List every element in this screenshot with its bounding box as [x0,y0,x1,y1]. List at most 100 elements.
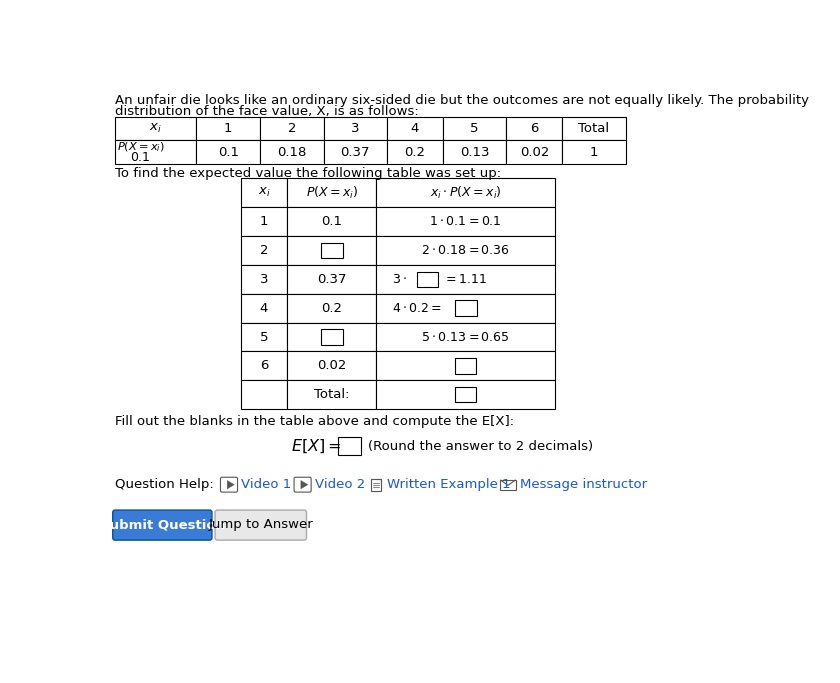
Text: 0.18: 0.18 [277,145,307,158]
Bar [376,294,554,322]
Text: (Round the answer to 2 decimals): (Round the answer to 2 decimals) [369,440,594,453]
Bar [240,352,287,380]
Text: 0.2: 0.2 [405,145,426,158]
Bar [287,294,376,322]
Bar [387,117,443,141]
Text: distribution of the face value, X, is as follows:: distribution of the face value, X, is as… [115,105,419,118]
Text: $x_i$: $x_i$ [150,122,162,135]
Bar [287,236,376,265]
Bar [287,352,376,380]
Text: Submit Question: Submit Question [100,518,225,531]
Text: $3\cdot$: $3\cdot$ [391,273,407,285]
Bar [287,207,376,236]
Text: $x_i$: $x_i$ [258,186,270,199]
Bar [287,322,376,352]
Text: 5: 5 [260,331,268,344]
Bar [287,178,376,207]
Bar [443,141,507,164]
Polygon shape [301,481,307,489]
Text: $x_i \cdot P(X=x_i)$: $x_i \cdot P(X=x_i)$ [429,184,501,201]
Bar [323,141,387,164]
Text: 1: 1 [224,122,233,135]
Text: 0.13: 0.13 [460,145,490,158]
Bar [240,380,287,409]
Text: Fill out the blanks in the table above and compute the E[X]:: Fill out the blanks in the table above a… [115,415,514,428]
Bar [197,141,260,164]
FancyBboxPatch shape [294,477,311,492]
Bar [562,141,626,164]
Bar [376,207,554,236]
Bar [287,265,376,294]
Bar [376,265,554,294]
Text: 0.2: 0.2 [321,302,342,315]
Text: 0.1: 0.1 [321,215,342,228]
Bar [287,380,376,409]
Text: 4: 4 [411,122,419,135]
Text: 4: 4 [260,302,268,315]
FancyBboxPatch shape [215,510,307,540]
Bar [507,141,562,164]
Text: Total:: Total: [314,388,349,402]
Text: Message instructor: Message instructor [521,478,648,491]
Text: 1: 1 [260,215,268,228]
Bar [197,117,260,141]
Bar [240,322,287,352]
Bar [115,141,197,164]
Bar [376,322,554,352]
Text: 3: 3 [260,273,268,285]
Bar [501,480,516,490]
Bar [507,117,562,141]
Text: 2: 2 [287,122,296,135]
Bar [260,141,323,164]
Bar [240,236,287,265]
Bar [240,265,287,294]
Bar [338,437,360,455]
Text: Written Example 1: Written Example 1 [387,478,511,491]
Bar [376,352,554,380]
Text: $P(X=x_i)$: $P(X=x_i)$ [118,141,165,154]
Text: 6: 6 [530,122,538,135]
Bar [454,358,476,374]
Text: Video 1: Video 1 [241,478,291,491]
Text: Video 2: Video 2 [315,478,365,491]
Text: 0.02: 0.02 [317,359,346,372]
Bar [115,117,197,141]
Text: 3: 3 [351,122,360,135]
Bar [562,117,626,141]
Text: 2: 2 [260,244,268,257]
Text: 0.02: 0.02 [520,145,549,158]
Text: $4 \cdot 0.2 =$: $4 \cdot 0.2 =$ [391,302,442,315]
Text: Jump to Answer: Jump to Answer [208,518,313,531]
Bar [376,380,554,409]
Text: 1: 1 [590,145,598,158]
Bar [240,178,287,207]
Text: Total: Total [579,122,610,135]
Polygon shape [228,481,234,489]
Text: $1 \cdot 0.1 = 0.1$: $1 \cdot 0.1 = 0.1$ [429,215,501,228]
Bar [321,242,343,258]
Text: 0.37: 0.37 [340,145,370,158]
Bar [455,301,477,316]
Bar [240,207,287,236]
Text: To find the expected value the following table was set up:: To find the expected value the following… [115,167,501,180]
Bar [417,272,438,287]
Bar [376,236,554,265]
FancyBboxPatch shape [220,477,238,492]
Bar [323,117,387,141]
Text: An unfair die looks like an ordinary six-sided die but the outcomes are not equa: An unfair die looks like an ordinary six… [115,94,809,107]
Bar [454,387,476,402]
Text: 0.1: 0.1 [218,145,239,158]
Text: 5: 5 [470,122,479,135]
Text: Question Help:: Question Help: [115,478,214,491]
Text: 6: 6 [260,359,268,372]
Bar [376,178,554,207]
Bar [240,294,287,322]
Text: $2 \cdot 0.18 = 0.36$: $2 \cdot 0.18 = 0.36$ [421,244,510,257]
Bar [321,329,343,345]
FancyBboxPatch shape [113,510,212,540]
Text: $5 \cdot 0.13 = 0.65$: $5 \cdot 0.13 = 0.65$ [421,331,510,344]
Text: $P(X=x_i)$: $P(X=x_i)$ [306,184,358,201]
Bar [387,141,443,164]
Text: 0.1: 0.1 [130,151,150,164]
Bar [443,117,507,141]
